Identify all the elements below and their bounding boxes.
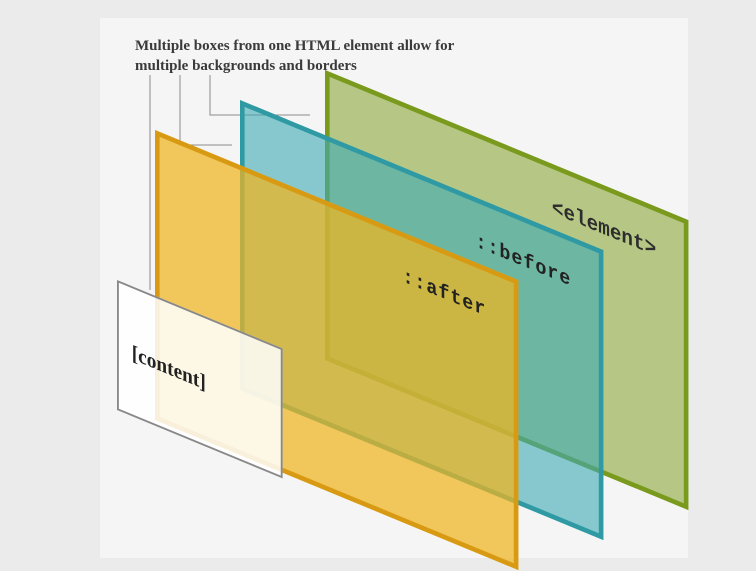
caption-text: Multiple boxes from one HTML element all… xyxy=(135,36,495,77)
diagram-canvas xyxy=(100,18,688,558)
